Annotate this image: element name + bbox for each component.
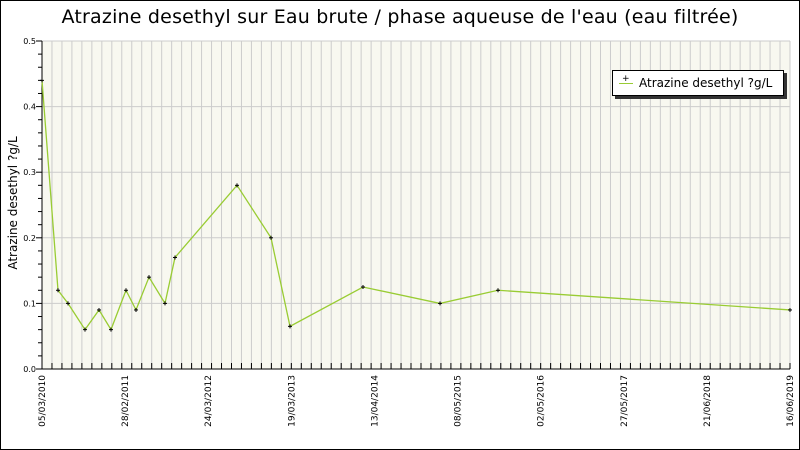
chart-title: Atrazine desethyl sur Eau brute / phase …: [61, 6, 739, 28]
legend: Atrazine desethyl ?g/L: [612, 70, 784, 96]
x-tick-label: 28/02/2011: [121, 375, 131, 427]
data-point-marker: [109, 327, 113, 332]
x-tick-label: 13/04/2014: [370, 375, 380, 427]
data-point-marker: [56, 288, 60, 293]
data-point-marker: [361, 285, 365, 289]
data-point-marker: [235, 183, 239, 188]
y-tick-label: 0.5: [23, 37, 36, 46]
data-point-marker: [40, 78, 44, 83]
y-tick-label: 0.0: [23, 365, 36, 374]
data-point-marker: [163, 301, 167, 306]
y-tick-label: 0.3: [23, 168, 36, 177]
legend-label: Atrazine desethyl ?g/L: [639, 76, 773, 90]
legend-line-marker-icon: [619, 74, 633, 88]
data-point-marker: [97, 307, 101, 312]
data-point-marker: [438, 301, 442, 306]
x-tick-label: 02/05/2016: [537, 375, 547, 427]
series-line: [41, 80, 791, 332]
data-point-marker: [83, 327, 87, 332]
data-point-marker: [147, 275, 151, 280]
data-point-marker: [173, 255, 177, 260]
y-tick-label: 0.4: [23, 103, 36, 112]
data-point-marker: [134, 307, 138, 312]
data-point-marker: [124, 288, 128, 293]
y-tick-label: 0.2: [23, 234, 36, 243]
data-point-marker: [496, 288, 500, 293]
x-tick-label: 16/06/2019: [786, 375, 796, 427]
x-tick-label: 05/03/2010: [38, 375, 48, 427]
data-point-marker: [269, 235, 273, 240]
x-tick-label: 08/05/2015: [454, 375, 464, 427]
x-tick-label: 24/03/2012: [204, 375, 214, 427]
data-point-marker: [788, 307, 792, 312]
data-point-marker: [288, 324, 292, 329]
x-tick-label: 21/06/2018: [703, 375, 713, 427]
grid-lines: [42, 40, 791, 370]
y-tick-label: 0.1: [23, 299, 36, 308]
x-tick-label: 27/05/2017: [620, 375, 630, 427]
x-tick-label: 19/03/2013: [287, 375, 297, 427]
data-point-marker: [66, 301, 70, 306]
